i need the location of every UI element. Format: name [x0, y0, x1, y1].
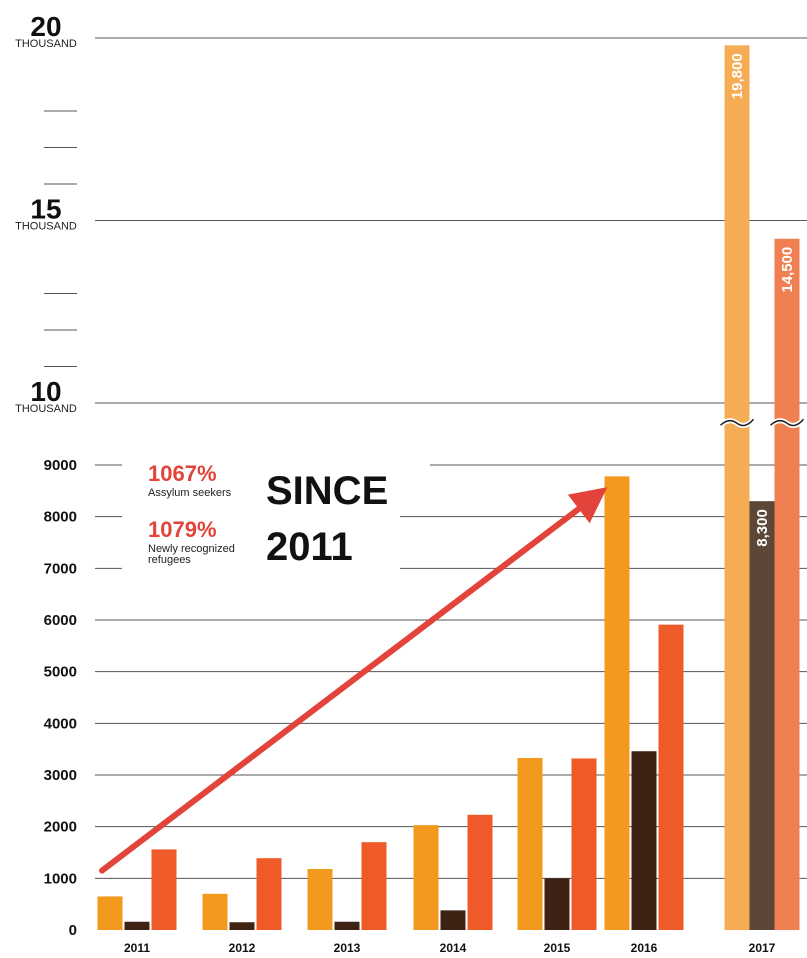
bar-2014-series-1: [413, 825, 439, 930]
x-tick-label-2017: 2017: [749, 941, 776, 955]
bar-2011-series-1: [97, 896, 123, 930]
y-tick-unit-10-thousand: THOUSAND: [15, 403, 77, 415]
asylum-growth-label: Assylum seekers: [148, 487, 232, 499]
trend-arrow: [99, 487, 608, 874]
bar-2012-series-1: [202, 893, 228, 930]
bar-2016-series-1: [604, 476, 630, 930]
bar-2012-series-3: [256, 858, 282, 930]
bar-2015-series-3: [571, 758, 597, 930]
x-tick-label-2014: 2014: [440, 941, 467, 955]
asylum-growth-percent: 1067%: [148, 461, 217, 486]
x-tick-label-2015: 2015: [544, 941, 571, 955]
refugee-growth-percent: 1079%: [148, 517, 217, 542]
bar-2015-series-1: [517, 757, 543, 930]
bar-2011-series-3: [151, 849, 177, 930]
y-tick-label-10-thousand: 10: [30, 376, 61, 407]
grid-lines: [44, 37, 807, 879]
bar-2017-series-1: [724, 45, 750, 931]
bar-2016-series-3: [658, 624, 684, 930]
bar-2014-series-3: [467, 814, 493, 930]
x-tick-label-2012: 2012: [229, 941, 256, 955]
x-tick-label-2013: 2013: [334, 941, 361, 955]
y-tick-label-8000: 8000: [44, 509, 77, 526]
y-tick-label-7000: 7000: [44, 560, 77, 577]
y-tick-label-20-thousand: 20: [30, 11, 61, 42]
bar-2014-series-2: [440, 910, 466, 930]
bar-2013-series-2: [334, 921, 360, 930]
y-tick-label-4000: 4000: [44, 715, 77, 732]
growth-annotation: 1067% Assylum seekers 1079% Newly recogn…: [148, 461, 388, 569]
refugee-growth-label-line1: Newly recognized: [148, 543, 235, 555]
data-label-2017-series-2: 8,300: [754, 509, 771, 547]
axis-labels: 010002000300040005000600070008000900010T…: [15, 11, 796, 955]
y-tick-label-3000: 3000: [44, 767, 77, 784]
axis-break-line-2017-series-3: [769, 418, 805, 427]
bar-2017-series-2: [749, 501, 775, 930]
x-tick-label-2016: 2016: [631, 941, 658, 955]
data-label-2017-series-3: 14,500: [779, 247, 796, 293]
y-tick-label-1000: 1000: [44, 870, 77, 887]
y-tick-label-15-thousand: 15: [30, 194, 61, 225]
bar-2012-series-2: [229, 922, 255, 930]
y-tick-label-2000: 2000: [44, 819, 77, 836]
bar-2017-series-3: [774, 238, 800, 930]
bar-2013-series-3: [361, 842, 387, 930]
y-tick-label-5000: 5000: [44, 664, 77, 681]
y-tick-label-0: 0: [69, 922, 77, 939]
axis-break-line-2017-series-1: [719, 418, 755, 427]
bar-2016-series-2: [631, 751, 657, 930]
headline-since: SINCE: [266, 469, 388, 513]
refugee-growth-label-line2: refugees: [148, 554, 191, 566]
y-tick-unit-15-thousand: THOUSAND: [15, 221, 77, 233]
data-label-2017-series-1: 19,800: [729, 53, 746, 99]
bar-2013-series-1: [307, 869, 333, 930]
bar-2011-series-2: [124, 921, 150, 930]
y-tick-label-6000: 6000: [44, 612, 77, 629]
y-tick-label-9000: 9000: [44, 457, 77, 474]
bars: [97, 45, 806, 931]
headline-year: 2011: [266, 525, 353, 569]
x-tick-label-2011: 2011: [124, 941, 150, 955]
y-tick-unit-20-thousand: THOUSAND: [15, 38, 77, 50]
bar-2015-series-2: [544, 878, 570, 930]
